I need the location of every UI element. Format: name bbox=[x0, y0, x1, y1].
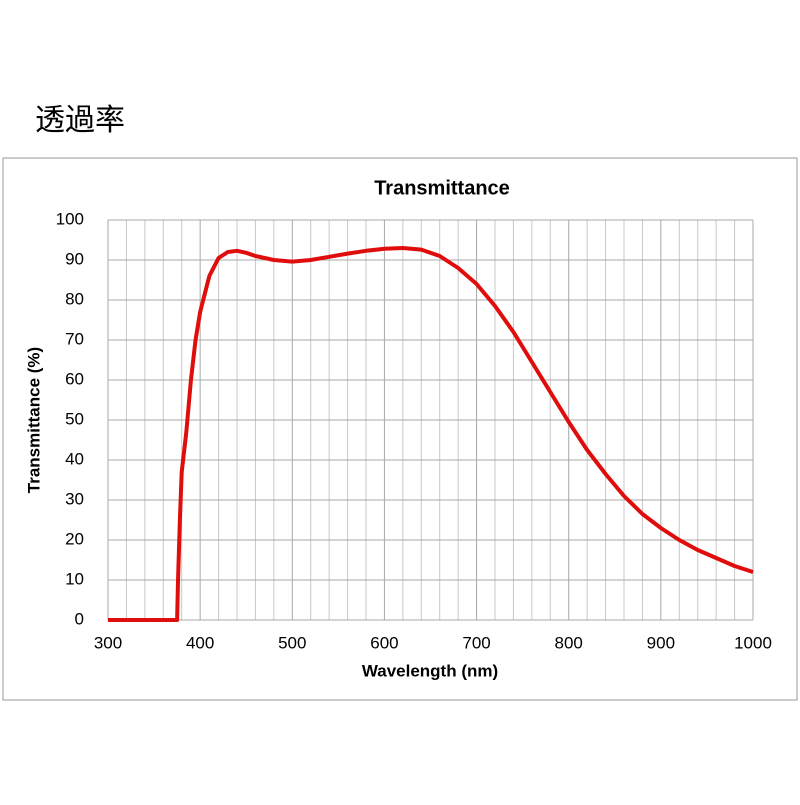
y-tick-label: 10 bbox=[65, 569, 84, 588]
x-tick-label: 600 bbox=[370, 633, 398, 652]
y-tick-label: 90 bbox=[65, 249, 84, 268]
x-tick-label: 900 bbox=[647, 633, 675, 652]
x-tick-label: 300 bbox=[94, 633, 122, 652]
x-tick-label: 400 bbox=[186, 633, 214, 652]
page-heading: 透過率 bbox=[35, 104, 125, 137]
y-tick-label: 20 bbox=[65, 529, 84, 548]
chart-title: Transmittance bbox=[374, 177, 510, 199]
y-tick-label: 50 bbox=[65, 409, 84, 428]
y-axis-label: Transmittance (%) bbox=[24, 347, 43, 493]
y-tick-label: 80 bbox=[65, 289, 84, 308]
y-tick-label: 0 bbox=[75, 609, 84, 628]
x-tick-label: 1000 bbox=[734, 633, 772, 652]
y-tick-label: 30 bbox=[65, 489, 84, 508]
x-tick-label: 500 bbox=[278, 633, 306, 652]
y-tick-label: 40 bbox=[65, 449, 84, 468]
y-tick-label: 100 bbox=[56, 209, 84, 228]
data-line bbox=[108, 246, 754, 622]
x-tick-label: 800 bbox=[555, 633, 583, 652]
chart-frame bbox=[2, 157, 798, 701]
x-tick-label: 700 bbox=[462, 633, 490, 652]
x-axis-label: Wavelength (nm) bbox=[362, 661, 498, 680]
y-tick-label: 70 bbox=[65, 329, 84, 348]
y-tick-label: 60 bbox=[65, 369, 84, 388]
